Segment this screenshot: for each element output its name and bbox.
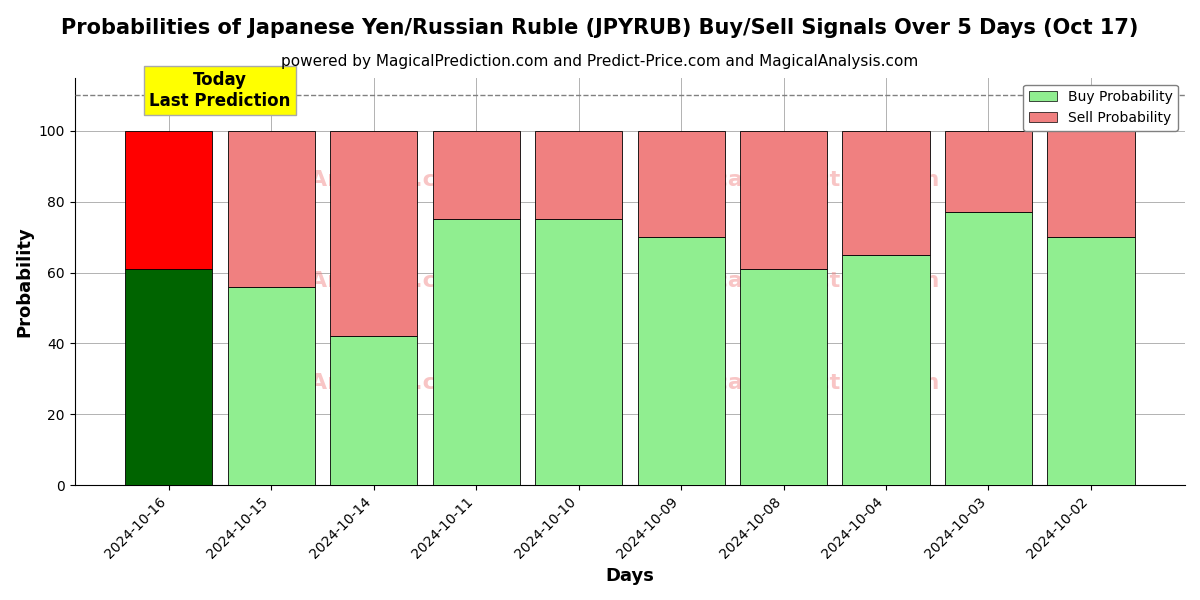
Bar: [637, 131, 725, 237]
Text: MagicalPrediction.com: MagicalPrediction.com: [654, 170, 940, 190]
Text: powered by MagicalPrediction.com and Predict-Price.com and MagicalAnalysis.com: powered by MagicalPrediction.com and Pre…: [281, 54, 919, 69]
Text: MagicalPrediction.com: MagicalPrediction.com: [654, 373, 940, 393]
Bar: [1048, 131, 1134, 237]
Bar: [637, 237, 725, 485]
Text: calAnalysis.com: calAnalysis.com: [274, 170, 475, 190]
Bar: [535, 131, 622, 220]
Legend: Buy Probability, Sell Probability: Buy Probability, Sell Probability: [1024, 85, 1178, 131]
Bar: [842, 131, 930, 255]
Bar: [330, 337, 418, 485]
Bar: [432, 220, 520, 485]
Bar: [1048, 237, 1134, 485]
Bar: [944, 131, 1032, 212]
Bar: [330, 131, 418, 337]
Bar: [535, 220, 622, 485]
Bar: [228, 131, 314, 287]
Bar: [228, 287, 314, 485]
X-axis label: Days: Days: [605, 567, 654, 585]
Bar: [944, 212, 1032, 485]
Bar: [740, 269, 827, 485]
Bar: [842, 255, 930, 485]
Text: calAnalysis.com: calAnalysis.com: [274, 373, 475, 393]
Bar: [125, 131, 212, 269]
Text: Probabilities of Japanese Yen/Russian Ruble (JPYRUB) Buy/Sell Signals Over 5 Day: Probabilities of Japanese Yen/Russian Ru…: [61, 18, 1139, 38]
Text: MagicalPrediction.com: MagicalPrediction.com: [654, 271, 940, 292]
Text: Today
Last Prediction: Today Last Prediction: [149, 71, 290, 110]
Bar: [740, 131, 827, 269]
Bar: [125, 269, 212, 485]
Text: calAnalysis.com: calAnalysis.com: [274, 271, 475, 292]
Bar: [432, 131, 520, 220]
Y-axis label: Probability: Probability: [16, 226, 34, 337]
